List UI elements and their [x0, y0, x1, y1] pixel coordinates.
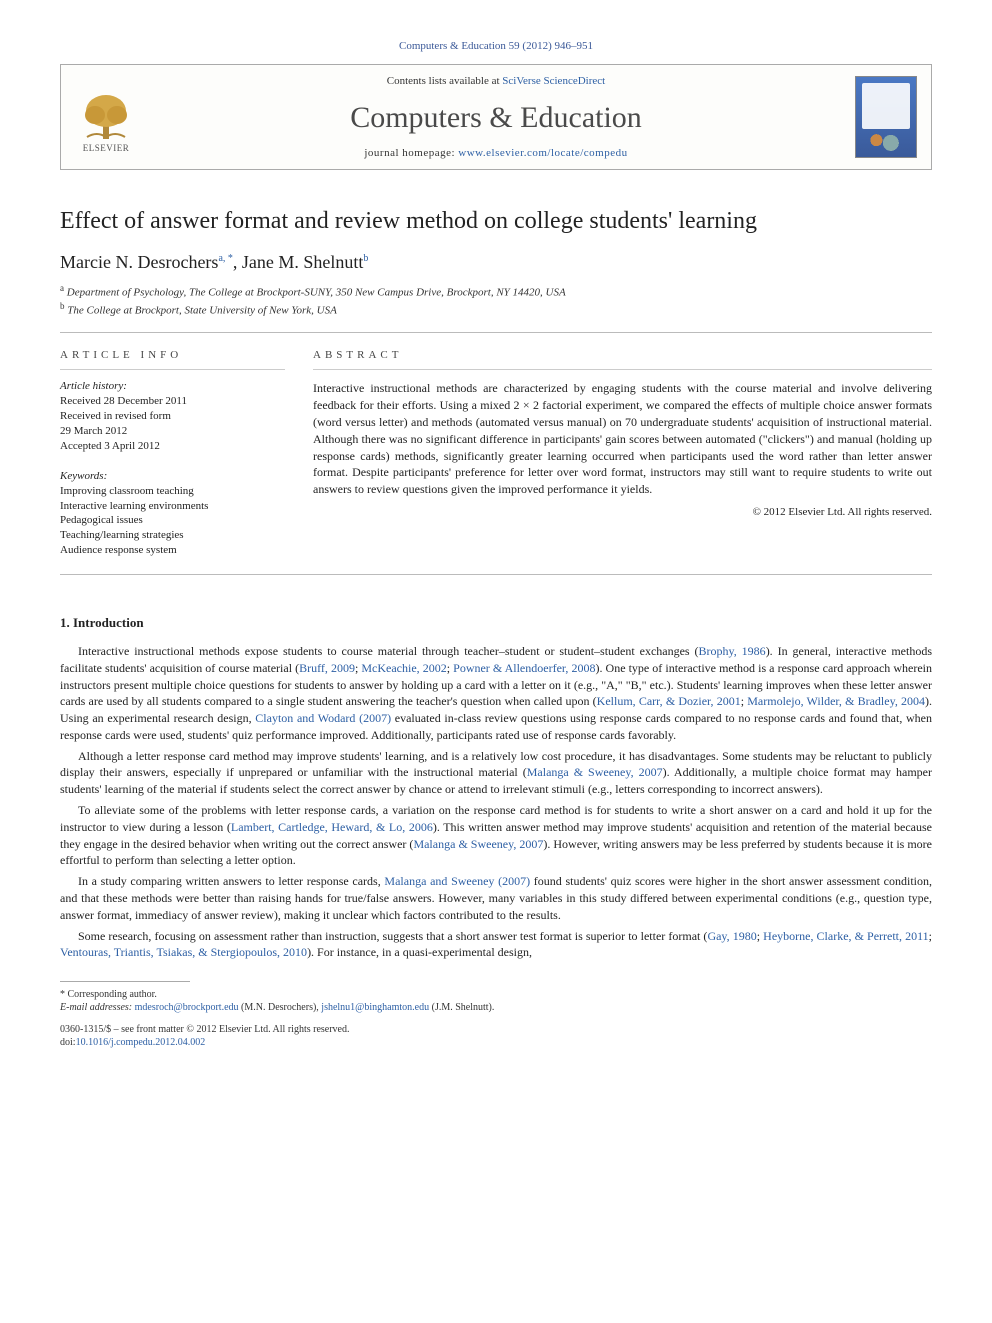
doi-label: doi: — [60, 1037, 76, 1048]
p5-text-a: Some research, focusing on assessment ra… — [78, 929, 707, 943]
author-2-affil-marker: b — [363, 253, 368, 264]
contents-available-line: Contents lists available at SciVerse Sci… — [151, 75, 841, 87]
body-paragraph-1: Interactive instructional methods expose… — [60, 643, 932, 744]
affiliation-a-text: Department of Psychology, The College at… — [67, 287, 566, 299]
p1-text-a: Interactive instructional methods expose… — [78, 644, 699, 658]
issn-line: 0360-1315/$ – see front matter © 2012 El… — [60, 1024, 932, 1037]
journal-homepage-line: journal homepage: www.elsevier.com/locat… — [151, 147, 841, 159]
history-revised-1: Received in revised form — [60, 409, 285, 424]
p5-text-d: ). For instance, in a quasi-experimental… — [307, 945, 532, 959]
body-paragraph-4: In a study comparing written answers to … — [60, 873, 932, 923]
email-label: E-mail addresses: — [60, 1002, 135, 1013]
footnote-rule — [60, 981, 190, 982]
body-paragraph-2: Although a letter response card method m… — [60, 748, 932, 798]
citation-powner-2008[interactable]: Powner & Allendoerfer, 2008 — [453, 661, 595, 675]
citation-kellum-2001[interactable]: Kellum, Carr, & Dozier, 2001 — [597, 694, 741, 708]
header-center: Contents lists available at SciVerse Sci… — [151, 75, 841, 159]
citation-malanga-2007-c[interactable]: Malanga and Sweeney (2007) — [384, 874, 530, 888]
citation-brophy-1986[interactable]: Brophy, 1986 — [699, 644, 766, 658]
journal-reference: Computers & Education 59 (2012) 946–951 — [60, 40, 932, 52]
sciencedirect-link[interactable]: SciVerse ScienceDirect — [502, 75, 605, 87]
abstract-column: ABSTRACT Interactive instructional metho… — [313, 349, 932, 558]
keyword-2: Interactive learning environments — [60, 499, 285, 514]
affiliation-b: b The College at Brockport, State Univer… — [60, 301, 932, 317]
citation-gay-1980[interactable]: Gay, 1980 — [707, 929, 756, 943]
issn-doi-block: 0360-1315/$ – see front matter © 2012 El… — [60, 1024, 932, 1049]
author-2: Jane M. Shelnutt — [242, 252, 364, 272]
keyword-5: Audience response system — [60, 543, 285, 558]
affiliation-b-text: The College at Brockport, State Universi… — [67, 304, 337, 316]
history-revised-2: 29 March 2012 — [60, 424, 285, 439]
p5-text-c: ; — [929, 929, 932, 943]
article-info-column: ARTICLE INFO Article history: Received 2… — [60, 349, 285, 558]
journal-name: Computers & Education — [151, 101, 841, 135]
article-info-label: ARTICLE INFO — [60, 349, 285, 361]
copyright-line: © 2012 Elsevier Ltd. All rights reserved… — [313, 506, 932, 518]
email-1-name: (M.N. Desrochers), — [239, 1002, 322, 1013]
email-1[interactable]: mdesroch@brockport.edu — [135, 1002, 239, 1013]
doi-link[interactable]: 10.1016/j.compedu.2012.04.002 — [76, 1037, 206, 1048]
elsevier-logo: ELSEVIER — [75, 81, 137, 153]
article-meta-row: ARTICLE INFO Article history: Received 2… — [60, 349, 932, 558]
citation-bruff-2009[interactable]: Bruff, 2009 — [299, 661, 355, 675]
elsevier-logo-text: ELSEVIER — [83, 143, 130, 153]
doi-line: doi:10.1016/j.compedu.2012.04.002 — [60, 1037, 932, 1050]
elsevier-tree-icon — [77, 93, 135, 141]
homepage-prefix: journal homepage: — [364, 147, 458, 159]
author-list: Marcie N. Desrochersa, *, Jane M. Shelnu… — [60, 252, 932, 273]
affiliation-a: a Department of Psychology, The College … — [60, 283, 932, 299]
thin-divider — [313, 369, 932, 370]
citation-lambert-2006[interactable]: Lambert, Cartledge, Heward, & Lo, 2006 — [231, 820, 433, 834]
homepage-url[interactable]: www.elsevier.com/locate/compedu — [458, 147, 627, 159]
body-paragraph-3: To alleviate some of the problems with l… — [60, 802, 932, 869]
keyword-3: Pedagogical issues — [60, 513, 285, 528]
keyword-4: Teaching/learning strategies — [60, 528, 285, 543]
corresponding-author-note: * Corresponding author. — [60, 988, 932, 1001]
citation-clayton-2007[interactable]: Clayton and Wodard (2007) — [255, 711, 391, 725]
citation-marmolejo-2004[interactable]: Marmolejo, Wilder, & Bradley, 2004 — [747, 694, 925, 708]
journal-header-box: ELSEVIER Contents lists available at Sci… — [60, 64, 932, 170]
citation-malanga-2007-b[interactable]: Malanga & Sweeney, 2007 — [413, 837, 543, 851]
email-2[interactable]: jshelnu1@binghamton.edu — [321, 1002, 429, 1013]
email-2-name: (J.M. Shelnutt). — [429, 1002, 494, 1013]
body-paragraph-5: Some research, focusing on assessment ra… — [60, 928, 932, 962]
divider — [60, 332, 932, 333]
contents-prefix: Contents lists available at — [387, 75, 502, 87]
history-received: Received 28 December 2011 — [60, 394, 285, 409]
history-accepted: Accepted 3 April 2012 — [60, 439, 285, 454]
email-addresses-line: E-mail addresses: mdesroch@brockport.edu… — [60, 1001, 932, 1014]
author-1-affil-marker: a, * — [218, 253, 232, 264]
abstract-label: ABSTRACT — [313, 349, 932, 361]
article-title: Effect of answer format and review metho… — [60, 206, 932, 236]
citation-ventouras-2010[interactable]: Ventouras, Triantis, Tsiakas, & Stergiop… — [60, 945, 307, 959]
page-footer: * Corresponding author. E-mail addresses… — [60, 981, 932, 1049]
divider — [60, 574, 932, 575]
author-1: Marcie N. Desrochers — [60, 252, 218, 272]
keyword-1: Improving classroom teaching — [60, 484, 285, 499]
citation-malanga-2007-a[interactable]: Malanga & Sweeney, 2007 — [527, 765, 663, 779]
thin-divider — [60, 369, 285, 370]
citation-mckeachie-2002[interactable]: McKeachie, 2002 — [361, 661, 446, 675]
abstract-text: Interactive instructional methods are ch… — [313, 380, 932, 498]
keywords-label: Keywords: — [60, 470, 285, 482]
section-heading-introduction: 1. Introduction — [60, 615, 932, 631]
p4-text-a: In a study comparing written answers to … — [78, 874, 384, 888]
article-history-label: Article history: — [60, 380, 285, 392]
citation-heyborne-2011[interactable]: Heyborne, Clarke, & Perrett, 2011 — [763, 929, 929, 943]
journal-cover-thumbnail — [855, 76, 917, 158]
